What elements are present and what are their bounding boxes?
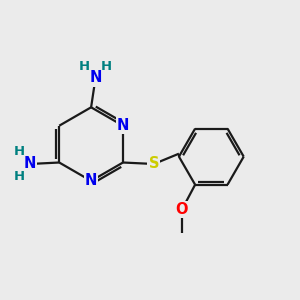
Text: N: N <box>24 157 36 172</box>
Text: O: O <box>176 202 188 217</box>
Text: H: H <box>14 145 25 158</box>
Text: H: H <box>79 60 90 73</box>
Text: N: N <box>89 70 102 86</box>
Text: N: N <box>117 118 129 133</box>
Text: N: N <box>85 173 97 188</box>
Text: H: H <box>101 60 112 73</box>
Text: H: H <box>14 170 25 183</box>
Text: S: S <box>149 157 159 172</box>
